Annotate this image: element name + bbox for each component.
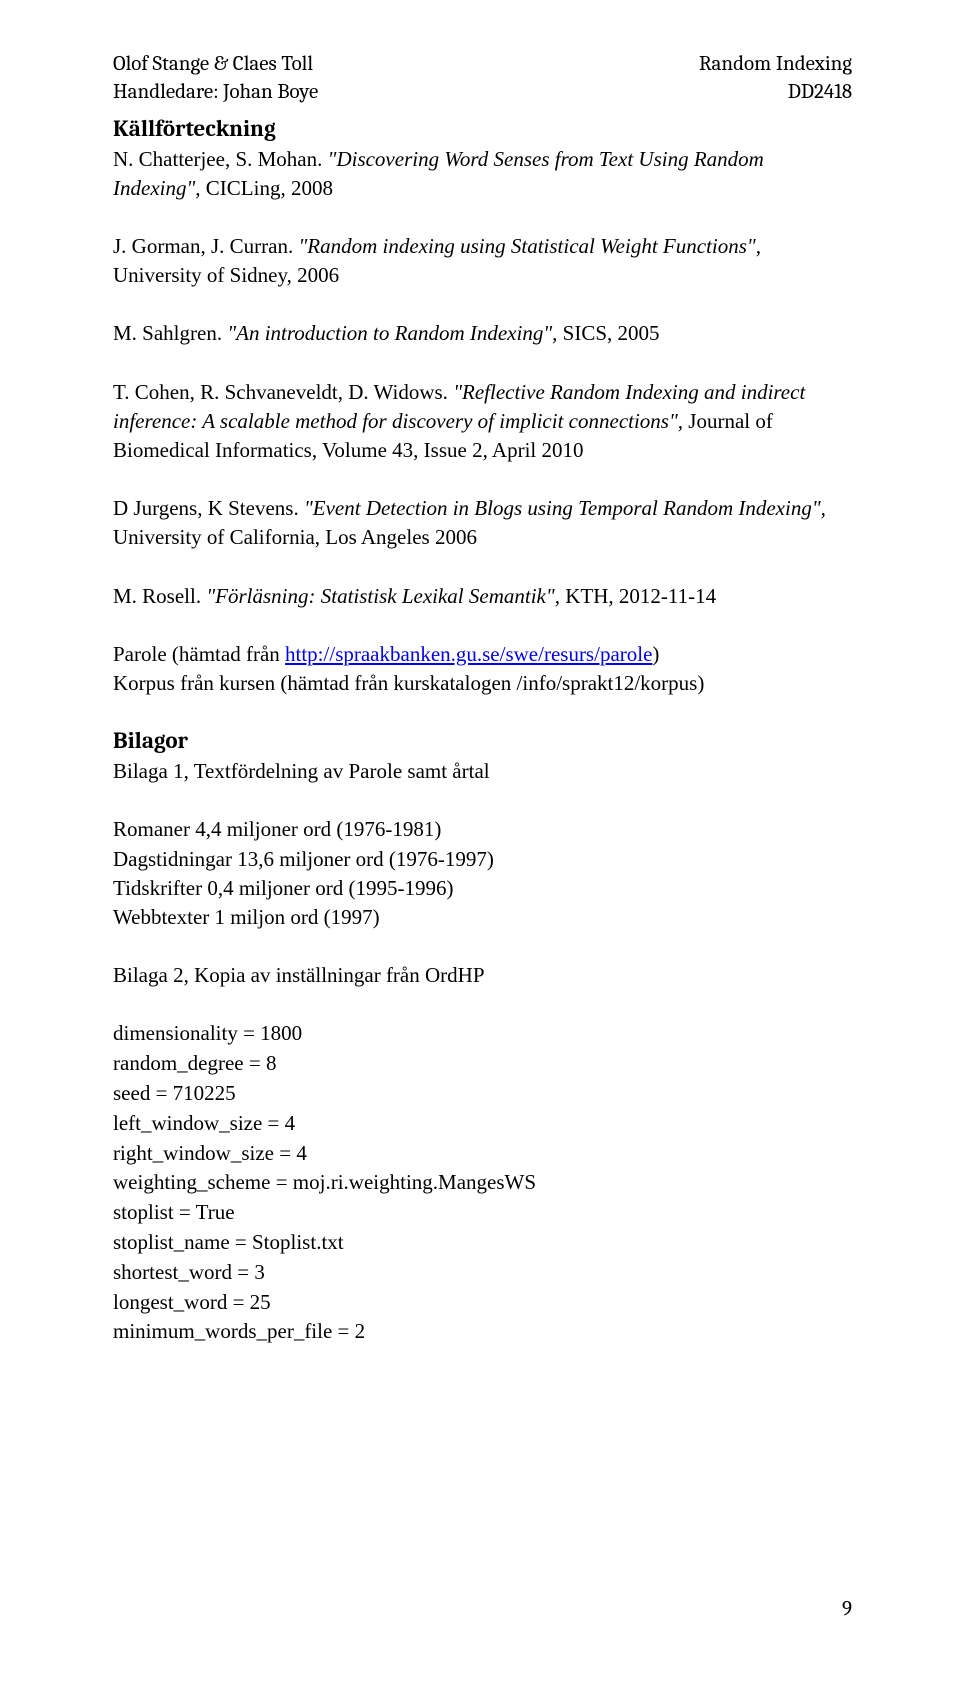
bilaga1-title: Bilaga 1, Textfördelning av Parole samt … (113, 757, 852, 786)
ref5-title: "Event Detection in Blogs using Temporal… (304, 496, 826, 520)
setting-longest-word: longest_word = 25 (113, 1288, 852, 1318)
bilaga1-l1: Romaner 4,4 miljoner ord (1976-1981) (113, 817, 441, 841)
reference-6: M. Rosell. "Förläsning: Statistisk Lexik… (113, 582, 852, 611)
parole-pre: Parole (hämtad från (113, 642, 285, 666)
setting-left-window: left_window_size = 4 (113, 1109, 852, 1139)
setting-seed: seed = 710225 (113, 1079, 852, 1109)
setting-stoplist-name: stoplist_name = Stoplist.txt (113, 1228, 852, 1258)
ref4-authors: T. Cohen, R. Schvaneveldt, D. Widows. (113, 380, 453, 404)
bilaga2-title: Bilaga 2, Kopia av inställningar från Or… (113, 961, 852, 990)
header-left-1: Olof Stange & Claes Toll (113, 50, 313, 78)
header-left-2: Handledare: Johan Boye (113, 78, 318, 106)
ref5-authors: D Jurgens, K Stevens. (113, 496, 304, 520)
ref1-venue: CICLing, 2008 (206, 176, 333, 200)
setting-random-degree: random_degree = 8 (113, 1049, 852, 1079)
bilaga1-l3: Tidskrifter 0,4 miljoner ord (1995-1996) (113, 876, 453, 900)
reference-1: N. Chatterjee, S. Mohan. "Discovering Wo… (113, 145, 852, 203)
ref2-authors: J. Gorman, J. Curran. (113, 234, 298, 258)
ref3-venue: SICS, 2005 (563, 321, 660, 345)
bilagor-heading: Bilagor (113, 727, 852, 754)
ref2-title: "Random indexing using Statistical Weigh… (298, 234, 761, 258)
ref6-authors: M. Rosell. (113, 584, 206, 608)
setting-right-window: right_window_size = 4 (113, 1139, 852, 1169)
page-header: Olof Stange & Claes Toll Random Indexing… (113, 50, 852, 107)
ref5-venue: University of California, Los Angeles 20… (113, 525, 477, 549)
reference-4: T. Cohen, R. Schvaneveldt, D. Widows. "R… (113, 378, 852, 466)
parole-line2: Korpus från kursen (hämtad från kurskata… (113, 671, 704, 695)
setting-shortest-word: shortest_word = 3 (113, 1258, 852, 1288)
setting-stoplist: stoplist = True (113, 1198, 852, 1228)
bilaga1-l2: Dagstidningar 13,6 miljoner ord (1976-19… (113, 847, 494, 871)
ref1-authors: N. Chatterjee, S. Mohan. (113, 147, 328, 171)
setting-min-words-per-file: minimum_words_per_file = 2 (113, 1317, 852, 1347)
bilaga1-l4: Webbtexter 1 miljon ord (1997) (113, 905, 380, 929)
bilaga2-settings: dimensionality = 1800 random_degree = 8 … (113, 1019, 852, 1347)
parole-source: Parole (hämtad från http://spraakbanken.… (113, 640, 852, 698)
setting-weighting-scheme: weighting_scheme = moj.ri.weighting.Mang… (113, 1168, 852, 1198)
ref6-title: "Förläsning: Statistisk Lexikal Semantik… (206, 584, 565, 608)
header-right-1: Random Indexing (699, 50, 852, 78)
bilaga1-list: Romaner 4,4 miljoner ord (1976-1981) Dag… (113, 815, 852, 932)
parole-post: ) (652, 642, 659, 666)
ref6-venue: KTH, 2012-11-14 (565, 584, 716, 608)
header-right-2: DD2418 (788, 78, 852, 106)
ref3-authors: M. Sahlgren. (113, 321, 227, 345)
ref3-title: "An introduction to Random Indexing", (227, 321, 562, 345)
page-number: 9 (842, 1597, 852, 1621)
parole-link[interactable]: http://spraakbanken.gu.se/swe/resurs/par… (285, 642, 652, 666)
reference-5: D Jurgens, K Stevens. "Event Detection i… (113, 494, 852, 552)
bibliography-heading: Källförteckning (113, 115, 852, 142)
ref2-venue: University of Sidney, 2006 (113, 263, 339, 287)
reference-2: J. Gorman, J. Curran. "Random indexing u… (113, 232, 852, 290)
setting-dimensionality: dimensionality = 1800 (113, 1019, 852, 1049)
reference-3: M. Sahlgren. "An introduction to Random … (113, 319, 852, 348)
